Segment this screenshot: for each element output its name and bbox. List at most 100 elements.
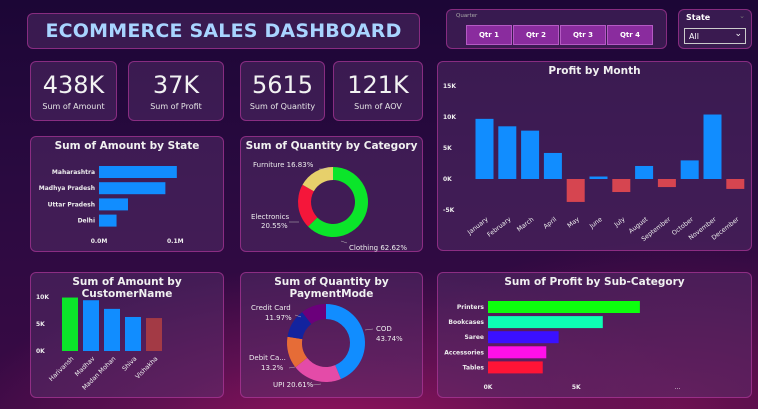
x-tick-label: April [542, 216, 558, 231]
bar [589, 176, 608, 179]
bar [146, 318, 162, 351]
more-indicator: ... [675, 384, 681, 391]
donut-slice [302, 167, 333, 192]
quarter-slicer-label: Quarter [456, 13, 478, 19]
y-tick-label: 10K [36, 294, 49, 301]
y-tick-label: Bookcases [448, 319, 484, 326]
bar [612, 179, 631, 193]
quantity-by-payment-chart: Sum of Quantity by PaymentMode COD 43.74% U… [240, 272, 423, 398]
bar [703, 114, 722, 179]
state-slicer-label: State [686, 13, 711, 22]
chevron-down-icon[interactable]: ⌄ [739, 12, 745, 20]
bar [104, 308, 120, 351]
y-tick-label: Madhya Pradesh [39, 185, 95, 192]
leader-line [340, 240, 348, 244]
bar [657, 179, 676, 188]
quantity-by-category-chart: Sum of Quantity by Category Furniture 16.… [240, 136, 423, 252]
bar [62, 297, 78, 351]
bar [521, 130, 540, 179]
kpi-card-amount: 438K Sum of Amount [30, 61, 117, 121]
kpi-value: 121K [347, 70, 409, 99]
y-tick-label: 0K [443, 176, 452, 183]
kpi-label: Sum of Quantity [249, 101, 316, 111]
slice-label: UPI 20.61% [273, 381, 314, 389]
y-tick-label: Saree [465, 334, 484, 341]
quarter-button-qtr4[interactable]: Qtr 4 [607, 25, 653, 45]
y-tick-label: Accessories [444, 349, 484, 356]
kpi-label: Sum of Profit [150, 101, 202, 111]
x-tick-label: 0.1M [167, 238, 184, 245]
slice-label: Clothing 62.62% [349, 244, 407, 252]
chart-svg: Maharashtra Madhya Pradesh Uttar Pradesh De… [39, 166, 184, 245]
kpi-value: 37K [152, 70, 200, 99]
donut-slice [326, 304, 365, 380]
slice-label: COD [376, 325, 392, 333]
bar [488, 361, 543, 374]
chart-title: Sum of Profit by Sub-Category [504, 276, 685, 288]
bar [488, 346, 547, 359]
y-tick-label: 5K [36, 321, 45, 328]
x-tick-label: Vishakha [134, 355, 159, 380]
y-tick-label: 10K [443, 114, 456, 121]
y-tick-label: Printers [457, 304, 485, 311]
bar [726, 179, 745, 189]
donut-slice [308, 167, 368, 237]
y-tick-label: 5K [443, 145, 452, 152]
slice-label: Furniture 16.83% [253, 161, 314, 169]
x-tick-label: July [613, 216, 627, 229]
y-tick-label: Uttar Pradesh [48, 201, 95, 208]
kpi-card-quantity: 5615 Sum of Quantity [240, 61, 325, 121]
x-tick-label: March [516, 216, 535, 233]
profit-by-subcategory-chart: Sum of Profit by Sub-Category Printers Boo… [437, 272, 752, 398]
bar [99, 182, 166, 195]
quarter-button-qtr1[interactable]: Qtr 1 [466, 25, 512, 45]
state-dropdown[interactable]: All ⌄ [684, 28, 746, 44]
slice-label: 11.97% [265, 314, 292, 322]
quarter-button-qtr2[interactable]: Qtr 2 [513, 25, 559, 45]
x-tick-label: 0K [484, 384, 493, 391]
bar [680, 160, 699, 179]
quarter-button-qtr3[interactable]: Qtr 3 [560, 25, 606, 45]
x-tick-label: Shiva [121, 355, 138, 372]
amount-by-customer-chart: Sum of Amount by CustomerName 0K 5K 10K Hari… [30, 272, 224, 398]
x-tick-label: 0.0M [91, 238, 108, 245]
page-title: ECOMMERCE SALES DASHBOARD [45, 20, 402, 42]
x-tick-label: May [566, 216, 581, 230]
chart-svg: COD 43.74% UPI 20.61% Debit Ca... 13.2% Credi… [249, 304, 403, 389]
bar [99, 214, 117, 227]
kpi-card-aov: 121K Sum of AOV [333, 61, 423, 121]
chart-title: Sum of Amount by State [54, 140, 200, 152]
bar [83, 300, 99, 351]
slice-label: 43.74% [376, 335, 403, 343]
leader-line [294, 314, 302, 318]
leader-line [364, 328, 374, 331]
y-tick-label: Maharashtra [52, 169, 95, 176]
x-tick-label: Harivansh [48, 355, 75, 382]
slice-label: 20.55% [261, 222, 288, 230]
leader-line [312, 383, 322, 386]
state-dropdown-value: All [689, 32, 699, 41]
leader-line [288, 366, 296, 369]
y-tick-label: 0K [36, 348, 45, 355]
chart-title: Sum of Amount by CustomerName [72, 276, 182, 300]
x-tick-label: 5K [572, 384, 581, 391]
chart-title: Sum of Quantity by PaymentMode [274, 276, 389, 300]
bar [125, 316, 141, 351]
kpi-label: Sum of Amount [42, 101, 105, 111]
y-tick-label: -5K [443, 207, 455, 214]
slice-label: 13.2% [261, 364, 284, 372]
y-tick-label: Tables [463, 364, 485, 371]
chart-title: Profit by Month [548, 65, 641, 77]
bar [488, 316, 603, 329]
slice-label: Electronics [251, 213, 290, 221]
donut-slice [287, 312, 312, 340]
bar [475, 118, 494, 179]
state-slicer: State ⌄ All ⌄ [678, 9, 752, 49]
chart-svg: Printers Bookcases Saree Accessories Tables 0… [444, 301, 681, 391]
chevron-down-icon: ⌄ [734, 29, 742, 39]
donut-slice [287, 336, 308, 368]
bar [99, 198, 128, 211]
bar [488, 331, 559, 344]
